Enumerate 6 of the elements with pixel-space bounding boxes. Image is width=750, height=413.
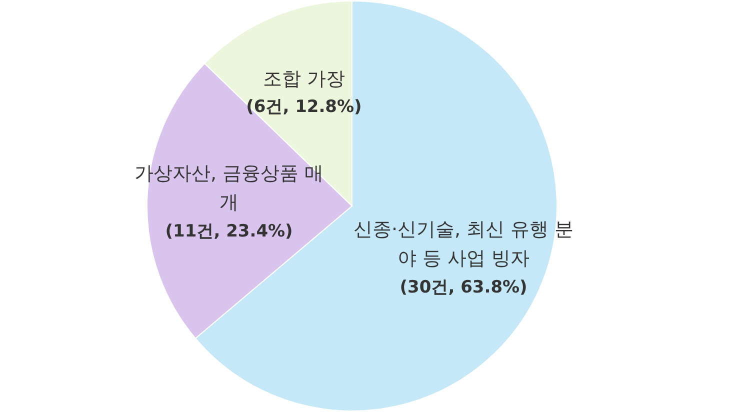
data-label: (11건, 23.4%) (164, 220, 294, 244)
slice-label: 조합 가장 (262, 66, 346, 92)
slice-label: 가상자산, 금융상품 매개 (134, 161, 325, 216)
slice-label: 신종·신기술, 최신 유행 분야 등 사업 빙자 (352, 217, 575, 272)
data-label: (6건, 12.8%) (245, 96, 363, 120)
data-label: (30건, 63.8%) (398, 276, 528, 300)
